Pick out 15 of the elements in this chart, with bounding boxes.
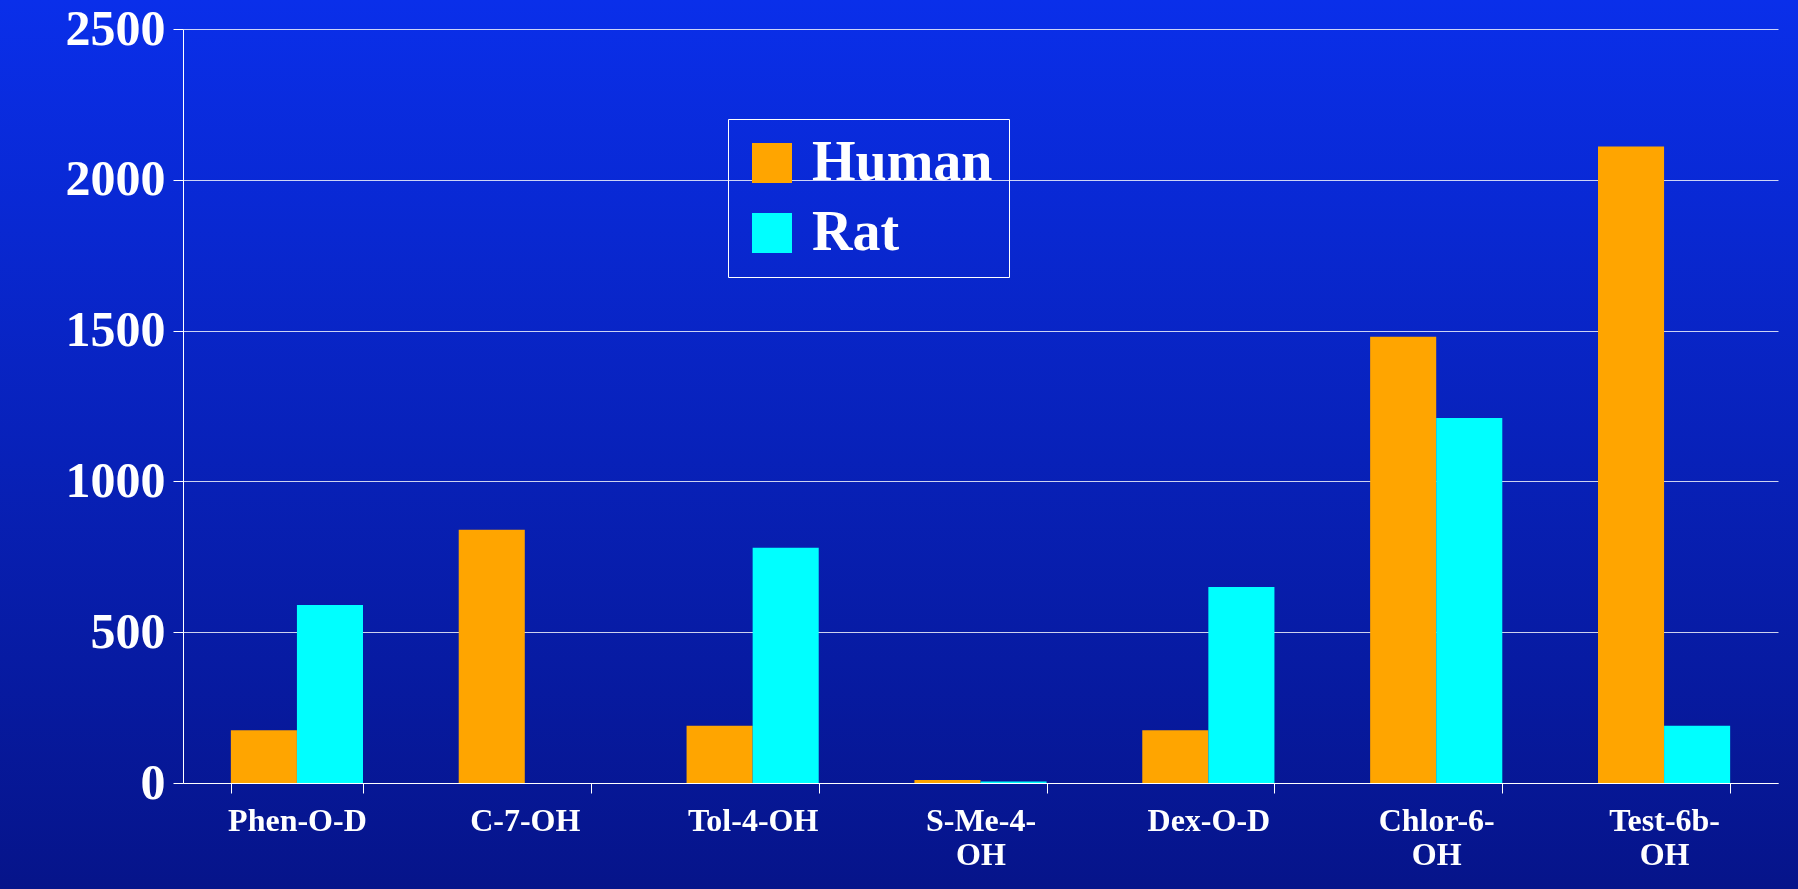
y-tick-label: 2500 xyxy=(65,0,166,56)
y-tick-label: 1500 xyxy=(65,301,166,358)
y-tick-label: 500 xyxy=(90,602,166,659)
x-tick-label: S-Me-4-OH xyxy=(925,801,1037,872)
y-tick-label: 0 xyxy=(140,753,166,810)
x-tick-label: Tol-4-OH xyxy=(687,801,819,838)
legend-label: Human xyxy=(812,130,993,192)
y-tick-label: 1000 xyxy=(65,451,166,508)
x-tick-label: Test-6b-OH xyxy=(1609,801,1720,872)
x-tick-label: Dex-O-D xyxy=(1147,801,1271,838)
x-tick-label: Phen-O-D xyxy=(228,801,367,838)
y-tick-label: 2000 xyxy=(65,150,166,207)
x-tick-label: C-7-OH xyxy=(470,801,581,838)
x-tick-label: Chlor-6-OH xyxy=(1378,801,1495,872)
legend-label: Rat xyxy=(812,200,900,262)
